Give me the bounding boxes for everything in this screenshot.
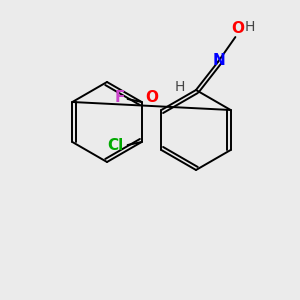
Text: N: N bbox=[213, 53, 226, 68]
Text: H: H bbox=[175, 80, 185, 94]
Text: O: O bbox=[145, 91, 158, 106]
Text: H: H bbox=[244, 20, 255, 34]
Text: Cl: Cl bbox=[107, 137, 124, 152]
Text: O: O bbox=[231, 21, 244, 36]
Text: F: F bbox=[115, 89, 125, 104]
